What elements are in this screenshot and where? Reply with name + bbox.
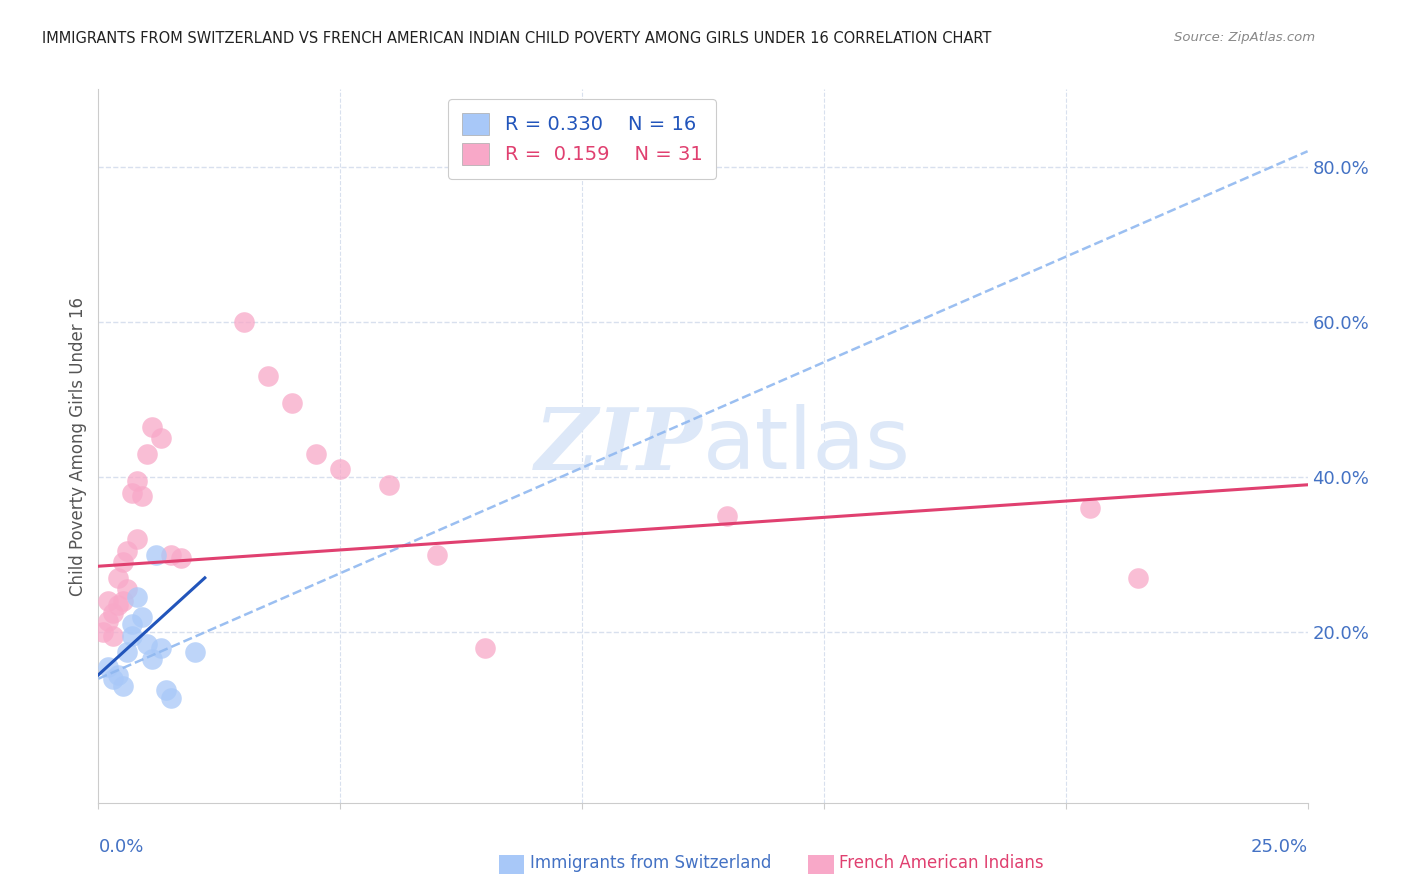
Point <box>160 691 183 706</box>
Point <box>117 582 139 597</box>
Point <box>121 617 143 632</box>
Point <box>111 594 134 608</box>
Point <box>141 652 163 666</box>
Text: French American Indians: French American Indians <box>839 855 1045 872</box>
Point <box>1078 501 1101 516</box>
Point <box>135 637 157 651</box>
Point <box>127 532 149 546</box>
Point <box>97 614 120 628</box>
Point <box>111 555 134 569</box>
Point <box>160 548 183 562</box>
Point <box>131 490 153 504</box>
Point <box>127 474 149 488</box>
Point <box>232 315 254 329</box>
Point <box>97 660 120 674</box>
Point <box>101 606 124 620</box>
Point <box>1128 571 1150 585</box>
Text: Source: ZipAtlas.com: Source: ZipAtlas.com <box>1174 31 1315 45</box>
Point <box>101 629 124 643</box>
Point <box>97 594 120 608</box>
Legend: R = 0.330    N = 16, R =  0.159    N = 31: R = 0.330 N = 16, R = 0.159 N = 31 <box>449 99 716 178</box>
Point <box>184 644 207 658</box>
Text: 0.0%: 0.0% <box>98 838 143 855</box>
Point <box>169 551 191 566</box>
Point <box>716 508 738 523</box>
Text: IMMIGRANTS FROM SWITZERLAND VS FRENCH AMERICAN INDIAN CHILD POVERTY AMONG GIRLS : IMMIGRANTS FROM SWITZERLAND VS FRENCH AM… <box>42 31 991 46</box>
Point <box>329 462 352 476</box>
Point <box>155 683 177 698</box>
Text: Immigrants from Switzerland: Immigrants from Switzerland <box>530 855 772 872</box>
Point <box>377 477 399 491</box>
Point <box>145 548 167 562</box>
Point <box>101 672 124 686</box>
Y-axis label: Child Poverty Among Girls Under 16: Child Poverty Among Girls Under 16 <box>69 296 87 596</box>
Point <box>150 640 173 655</box>
Text: 25.0%: 25.0% <box>1250 838 1308 855</box>
Point <box>141 419 163 434</box>
Point <box>305 447 328 461</box>
Point <box>256 369 278 384</box>
Point <box>107 598 129 612</box>
Point <box>150 431 173 445</box>
Point <box>107 571 129 585</box>
Point <box>131 609 153 624</box>
Text: ZIP: ZIP <box>536 404 703 488</box>
Point <box>281 396 304 410</box>
Point <box>111 680 134 694</box>
Point <box>127 591 149 605</box>
Point <box>135 447 157 461</box>
Point <box>117 644 139 658</box>
Point <box>474 640 496 655</box>
Point <box>121 485 143 500</box>
Point <box>117 543 139 558</box>
Point <box>426 548 449 562</box>
Point <box>107 668 129 682</box>
Point <box>121 629 143 643</box>
Text: atlas: atlas <box>703 404 911 488</box>
Point <box>91 625 114 640</box>
